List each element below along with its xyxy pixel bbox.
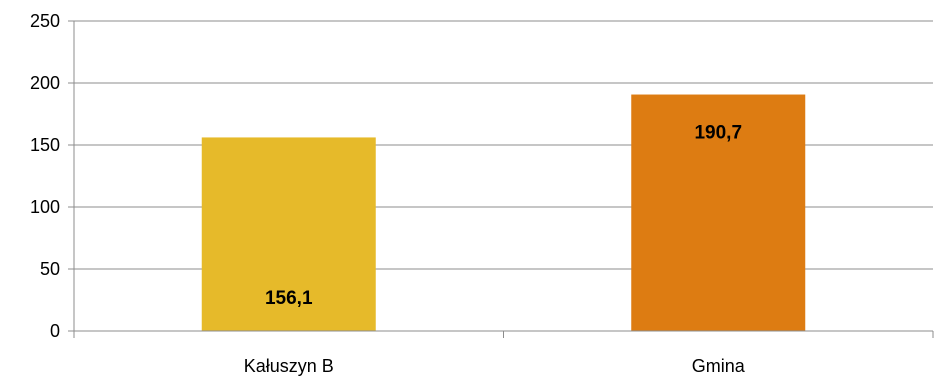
y-axis-ticks: 0 50 100 150 200 250 (30, 11, 74, 341)
bars (201, 94, 806, 331)
bar-1 (201, 137, 376, 331)
data-label: 156,1 (265, 288, 313, 309)
data-label: 190,7 (694, 123, 742, 144)
x-tick-label: Gmina (692, 356, 746, 376)
axes (73, 21, 934, 338)
bar-2 (631, 94, 806, 331)
labels: Kałuszyn B 156,1 Gmina 190,7 (244, 123, 746, 376)
y-tick-label: 200 (30, 73, 60, 93)
y-tick-label: 100 (30, 197, 60, 217)
y-tick-label: 150 (30, 135, 60, 155)
y-tick-label: 50 (40, 259, 60, 279)
y-tick-label: 0 (50, 321, 60, 341)
x-tick-label: Kałuszyn B (244, 356, 334, 376)
y-tick-label: 250 (30, 11, 60, 31)
